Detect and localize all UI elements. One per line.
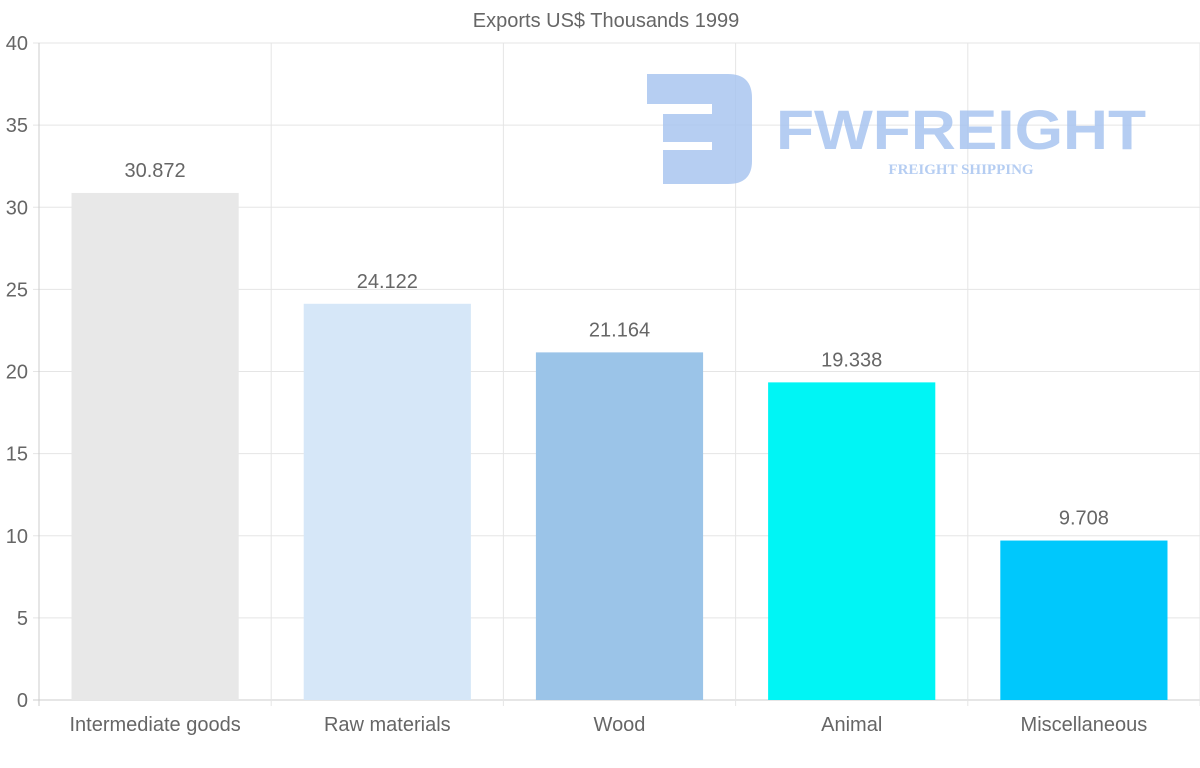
data-label: 21.164 [589, 319, 650, 341]
x-tick-label: Animal [821, 714, 882, 736]
bar [535, 352, 704, 700]
bar [71, 192, 239, 700]
y-axis: 0 5 10 15 20 25 30 35 40 [6, 33, 28, 712]
y-tick-label: 25 [6, 279, 28, 301]
x-axis: Intermediate goods Raw materials Wood Anima… [69, 714, 1147, 736]
data-label: 9.708 [1059, 508, 1109, 530]
data-label: 30.872 [125, 160, 186, 182]
logo-mark-icon [647, 74, 752, 184]
x-tick-label: Intermediate goods [69, 714, 240, 736]
watermark-brand: FWFREIGHT [776, 98, 1146, 161]
watermark-logo: FWFREIGHT FREIGHT SHIPPING [647, 74, 1146, 184]
data-label: 19.338 [821, 349, 882, 371]
x-tick-label: Miscellaneous [1021, 714, 1148, 736]
bar [303, 303, 471, 700]
y-tick-label: 35 [6, 115, 28, 137]
y-tick-label: 0 [17, 690, 28, 712]
y-tick-label: 30 [6, 197, 28, 219]
x-tick-label: Wood [594, 714, 646, 736]
data-label: 24.122 [357, 271, 418, 293]
y-tick-label: 40 [6, 33, 28, 55]
y-tick-label: 20 [6, 362, 28, 384]
bar [1000, 540, 1168, 700]
bars: 30.872 24.122 21.164 19.338 9.708 [71, 160, 1168, 700]
watermark-tagline: FREIGHT SHIPPING [888, 162, 1033, 178]
bar [768, 382, 936, 700]
chart-title: Exports US$ Thousands 1999 [473, 10, 739, 32]
y-tick-label: 5 [17, 608, 28, 630]
y-tick-label: 15 [6, 444, 28, 466]
y-tick-label: 10 [6, 526, 28, 548]
x-tick-label: Raw materials [324, 714, 451, 736]
